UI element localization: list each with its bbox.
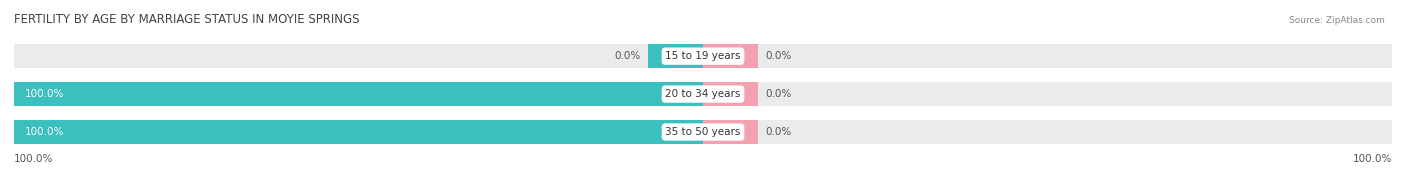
Text: FERTILITY BY AGE BY MARRIAGE STATUS IN MOYIE SPRINGS: FERTILITY BY AGE BY MARRIAGE STATUS IN M… bbox=[14, 13, 360, 26]
Bar bbox=[648, 44, 703, 68]
Bar bbox=[14, 82, 703, 106]
Bar bbox=[14, 120, 703, 144]
Text: 20 to 34 years: 20 to 34 years bbox=[665, 89, 741, 99]
Bar bbox=[703, 82, 758, 106]
Text: 15 to 19 years: 15 to 19 years bbox=[665, 51, 741, 61]
Text: 100.0%: 100.0% bbox=[14, 154, 53, 164]
Text: 100.0%: 100.0% bbox=[1353, 154, 1392, 164]
Text: 100.0%: 100.0% bbox=[24, 127, 63, 137]
Text: 100.0%: 100.0% bbox=[24, 89, 63, 99]
Text: 35 to 50 years: 35 to 50 years bbox=[665, 127, 741, 137]
Text: 0.0%: 0.0% bbox=[765, 51, 792, 61]
Text: 0.0%: 0.0% bbox=[765, 89, 792, 99]
Bar bbox=[703, 120, 758, 144]
Text: 0.0%: 0.0% bbox=[614, 51, 641, 61]
Text: 0.0%: 0.0% bbox=[765, 127, 792, 137]
Bar bbox=[14, 82, 1392, 106]
Text: Source: ZipAtlas.com: Source: ZipAtlas.com bbox=[1289, 16, 1385, 25]
Bar bbox=[14, 44, 1392, 68]
Bar bbox=[14, 120, 1392, 144]
Bar bbox=[703, 44, 758, 68]
